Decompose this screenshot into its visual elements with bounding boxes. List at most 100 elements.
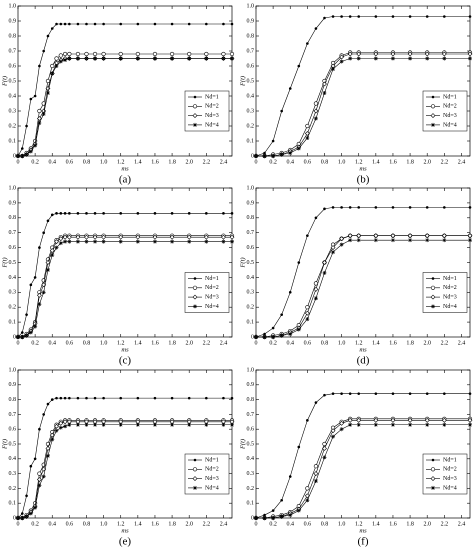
marker-star	[305, 317, 310, 322]
y-tick-label: 0.7	[247, 412, 255, 418]
marker-diamond	[430, 476, 436, 482]
x-tick-label: 1.8	[406, 521, 414, 527]
marker-dot	[93, 212, 97, 215]
marker-diamond	[467, 233, 473, 239]
marker-star	[50, 253, 55, 258]
marker-dot	[314, 27, 318, 30]
marker-star	[373, 422, 378, 427]
marker-dot	[468, 206, 472, 209]
marker-diamond	[373, 51, 379, 57]
marker-diamond	[192, 294, 198, 300]
marker-star	[187, 422, 192, 427]
legend-label: Nd=1	[205, 94, 219, 100]
marker-star	[193, 485, 197, 490]
marker-star	[204, 239, 209, 244]
marker-star	[187, 239, 192, 244]
x-tick-label: 0	[17, 159, 20, 165]
legend-label: Nd=3	[443, 113, 457, 119]
legend-label: Nd=3	[443, 476, 457, 482]
x-tick-label: 1.0	[100, 521, 108, 527]
marker-star	[356, 56, 361, 61]
marker-dot	[357, 392, 361, 395]
marker-dot	[38, 246, 41, 249]
series-line	[255, 16, 470, 157]
marker-star	[442, 56, 447, 61]
marker-star	[67, 56, 72, 61]
marker-dot	[297, 261, 301, 264]
marker-dot	[119, 212, 123, 215]
marker-dot	[340, 392, 343, 395]
marker-star	[50, 71, 55, 76]
marker-dot	[357, 206, 361, 209]
marker-star	[24, 514, 29, 519]
y-tick-label: 0.4	[247, 93, 255, 99]
marker-star	[101, 56, 106, 61]
x-tick-label: 1.8	[168, 521, 176, 527]
y-tick-label: 0.1	[247, 501, 255, 507]
x-tick-label: 1.2	[117, 340, 125, 346]
marker-diamond	[322, 446, 327, 451]
marker-dot	[42, 49, 45, 53]
marker-circle	[58, 53, 63, 58]
marker-dot	[431, 277, 435, 280]
marker-circle	[54, 56, 59, 61]
legend-box	[184, 453, 230, 495]
marker-star	[28, 149, 33, 154]
marker-star	[152, 422, 157, 427]
marker-dot	[323, 393, 326, 397]
marker-star	[93, 239, 98, 244]
marker-dot	[93, 396, 97, 400]
marker-dot	[331, 206, 335, 209]
marker-dot	[102, 212, 105, 215]
x-tick-label: 0.6	[304, 340, 312, 346]
marker-diamond	[192, 476, 198, 482]
marker-dot	[205, 212, 208, 215]
marker-dot	[443, 392, 446, 395]
y-tick-label: 0.3	[247, 108, 255, 114]
x-tick-label: 1.8	[168, 159, 176, 165]
legend-label: Nd=4	[205, 122, 219, 128]
marker-dot	[408, 15, 412, 18]
marker-star	[408, 56, 413, 61]
marker-star	[230, 239, 234, 244]
marker-dot	[102, 396, 105, 400]
y-tick-label: 0.2	[9, 305, 17, 311]
y-tick-label: 0.7	[9, 230, 17, 236]
marker-dot	[46, 219, 50, 223]
x-tick-label: 2.0	[185, 159, 193, 165]
marker-diamond	[92, 234, 98, 240]
x-tick-label: 0	[17, 521, 20, 527]
y-tick-label: 0.6	[9, 245, 17, 251]
x-axis-label: ms	[121, 346, 129, 353]
marker-diamond	[390, 51, 396, 57]
marker-star	[468, 238, 472, 243]
marker-star	[118, 422, 123, 427]
marker-star	[262, 516, 267, 520]
marker-star	[288, 332, 293, 337]
marker-circle	[101, 51, 106, 57]
marker-dot	[230, 212, 234, 215]
marker-dot	[340, 206, 343, 209]
marker-dot	[59, 212, 63, 215]
marker-dot	[306, 234, 309, 237]
x-tick-label: 0.6	[304, 159, 312, 165]
marker-diamond	[407, 233, 413, 239]
marker-dot	[33, 276, 37, 279]
marker-dot	[271, 509, 275, 512]
marker-star	[101, 422, 106, 427]
marker-star	[41, 290, 46, 295]
legend-label: Nd=3	[205, 294, 219, 300]
y-tick-label: 1.0	[247, 185, 255, 191]
y-tick-label: 0.8	[9, 33, 17, 39]
marker-star	[75, 239, 80, 244]
x-tick-label: 2.4	[220, 340, 228, 346]
marker-diamond	[101, 234, 107, 240]
marker-dot	[153, 212, 157, 215]
marker-star	[28, 330, 33, 335]
marker-star	[262, 154, 267, 158]
y-tick-label: 0.2	[9, 486, 17, 492]
x-tick-label: 1.6	[389, 521, 397, 527]
y-tick-label: 0	[251, 153, 254, 159]
x-tick-label: 1.0	[338, 159, 346, 165]
